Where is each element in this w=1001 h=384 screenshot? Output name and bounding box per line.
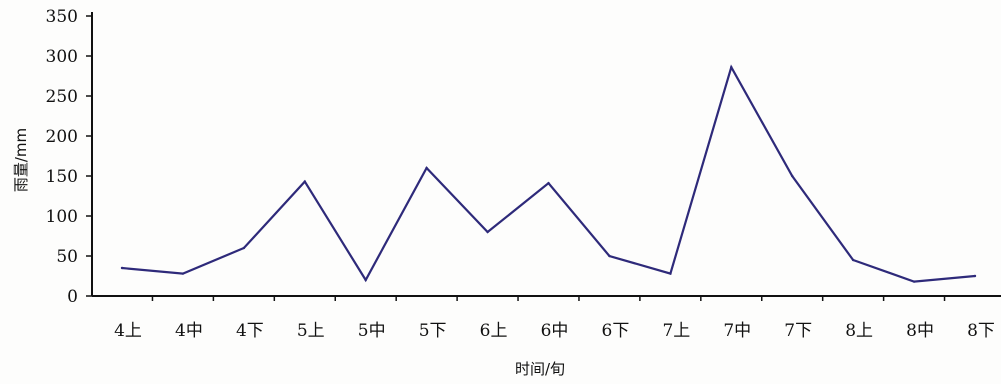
y-tick-label: 150 — [46, 167, 78, 187]
data-point — [912, 280, 916, 283]
y-tick-label: 300 — [46, 47, 78, 67]
y-tick-label: 350 — [46, 7, 78, 27]
x-tick-label: 8上 — [845, 321, 873, 341]
y-axis-title: 雨量/mm — [12, 128, 30, 192]
y-tick-label: 50 — [56, 247, 78, 267]
axes — [91, 12, 1001, 297]
x-tick-label: 5中 — [358, 321, 386, 341]
x-tick-label: 7上 — [662, 321, 690, 341]
x-tick-label: 6上 — [480, 321, 508, 341]
y-tick-label: 250 — [46, 87, 78, 107]
x-axis-ticks: 4上 4中 4下 5上 5中 5下 6上 6中 6下 7上 7中 7下 8上 8中 8下 — [114, 296, 995, 341]
x-tick-label: 5下 — [419, 321, 447, 341]
x-tick-label: 6中 — [541, 321, 569, 341]
x-axis-title: 时间/旬 — [515, 360, 565, 378]
data-point — [669, 272, 672, 275]
y-tick-label: 200 — [46, 127, 78, 147]
data-point — [303, 180, 306, 183]
series-line — [121, 64, 976, 283]
data-point — [730, 66, 733, 69]
x-tick-label: 5上 — [297, 321, 325, 341]
x-tick-label: 7下 — [784, 321, 812, 341]
y-axis-ticks: 0 50 100 150 200 250 300 350 — [46, 7, 92, 307]
data-point — [242, 246, 246, 250]
data-point — [486, 230, 489, 234]
data-point — [973, 274, 977, 278]
series-lines — [120, 64, 977, 283]
x-tick-label: 6下 — [602, 321, 630, 341]
x-tick-label: 4中 — [175, 321, 203, 341]
x-tick-label: 8中 — [906, 321, 934, 341]
y-tick-label: 0 — [67, 287, 78, 307]
data-point — [547, 182, 550, 185]
data-point — [120, 266, 124, 270]
data-point — [364, 278, 367, 282]
x-tick-label: 4上 — [114, 321, 142, 341]
x-tick-label: 4下 — [236, 321, 264, 341]
data-point — [851, 258, 855, 262]
data-point — [608, 254, 611, 258]
data-point — [425, 166, 428, 170]
x-tick-label: 8下 — [967, 321, 995, 341]
y-tick-label: 100 — [46, 207, 78, 227]
data-point — [181, 272, 185, 275]
data-point — [791, 174, 794, 178]
x-tick-label: 7中 — [723, 321, 751, 341]
